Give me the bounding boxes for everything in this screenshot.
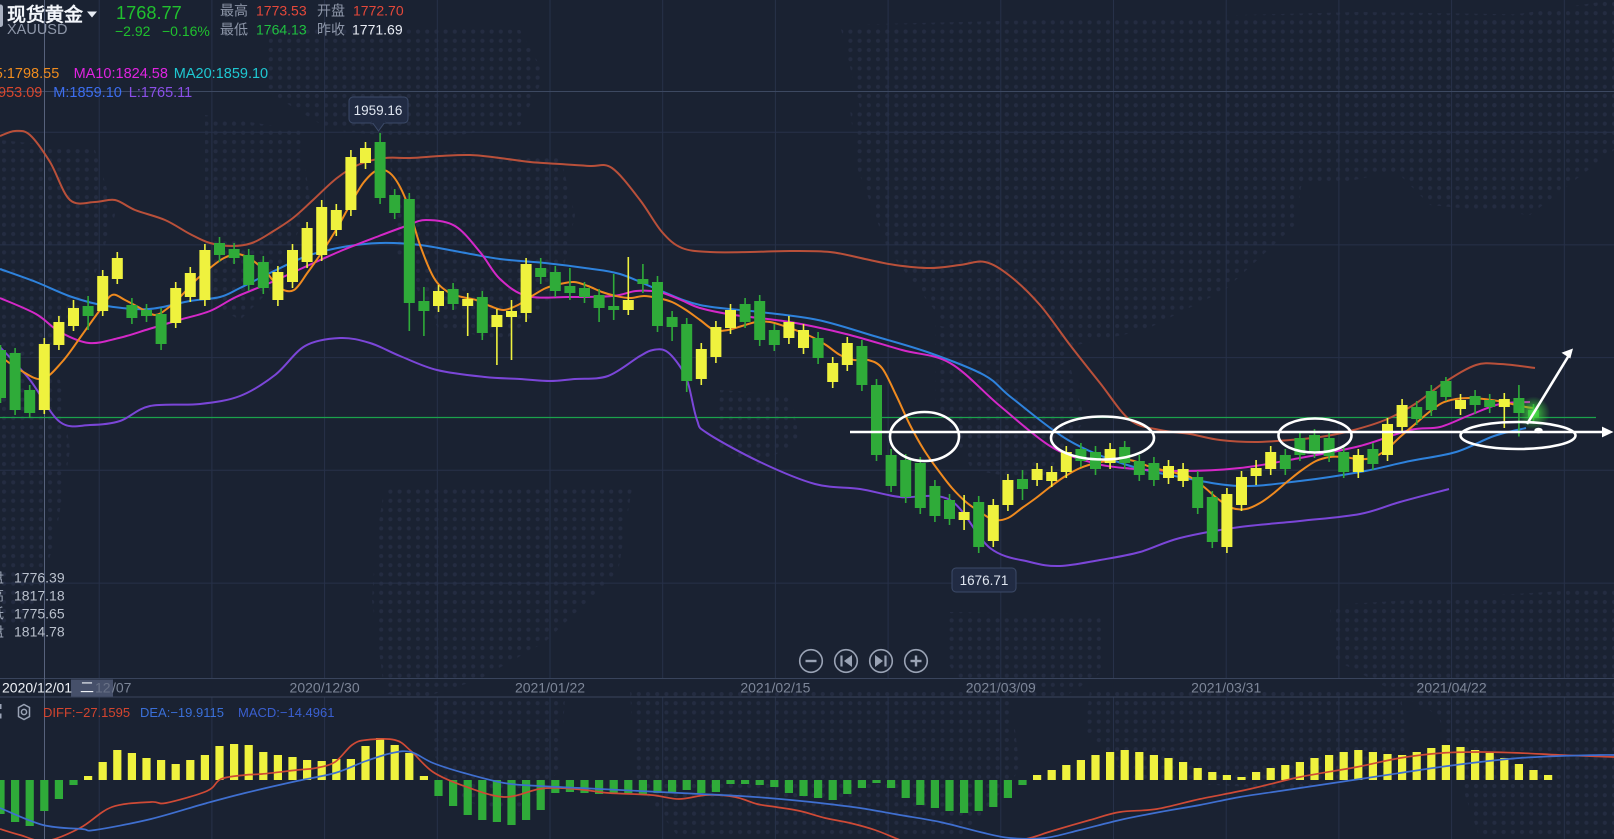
- svg-text:MA10:1824.58: MA10:1824.58: [74, 66, 168, 82]
- svg-text:开盘: 开盘: [317, 3, 345, 19]
- svg-text:1814.78: 1814.78: [14, 624, 65, 640]
- svg-text:1959.16: 1959.16: [354, 103, 403, 118]
- svg-text:2020/12/30: 2020/12/30: [290, 680, 360, 696]
- svg-text:二: 二: [80, 680, 94, 696]
- svg-text:MACD:−14.4961: MACD:−14.4961: [238, 705, 334, 720]
- svg-text:1776.39: 1776.39: [14, 570, 65, 586]
- svg-text:−2.92: −2.92: [115, 23, 151, 39]
- svg-text:1773.53: 1773.53: [256, 3, 307, 19]
- svg-text:低: 低: [0, 606, 4, 622]
- svg-text:1764.13: 1764.13: [256, 22, 307, 38]
- svg-text:XAUUSD: XAUUSD: [7, 22, 67, 38]
- svg-text:盘: 盘: [0, 624, 4, 640]
- svg-text:953.09: 953.09: [0, 85, 42, 101]
- svg-text:DIFF:−27.1595: DIFF:−27.1595: [43, 705, 130, 720]
- svg-text:最高: 最高: [220, 3, 248, 19]
- svg-text:2021/01/22: 2021/01/22: [515, 680, 585, 696]
- svg-text:2021/03/31: 2021/03/31: [1191, 680, 1261, 696]
- svg-text:最低: 最低: [220, 22, 248, 38]
- svg-text:−0.16%: −0.16%: [162, 23, 210, 39]
- svg-text:盘: 盘: [0, 570, 4, 586]
- svg-text:1772.70: 1772.70: [353, 3, 404, 19]
- svg-text:12: 12: [95, 680, 111, 696]
- svg-text:2021/03/09: 2021/03/09: [966, 680, 1036, 696]
- svg-text:DEA:−19.9115: DEA:−19.9115: [140, 705, 224, 720]
- svg-text:MA5:1798.55: MA5:1798.55: [0, 66, 59, 82]
- svg-text:/07: /07: [112, 680, 132, 696]
- svg-text:2021/02/15: 2021/02/15: [740, 680, 810, 696]
- svg-text:1817.18: 1817.18: [14, 588, 65, 604]
- svg-text:2020/12/01: 2020/12/01: [2, 680, 72, 696]
- svg-text:现货黄金: 现货黄金: [7, 3, 84, 26]
- svg-text:M:1859.10: M:1859.10: [53, 85, 122, 101]
- svg-text:L:1765.11: L:1765.11: [129, 85, 192, 101]
- svg-text:2021/04/22: 2021/04/22: [1417, 680, 1487, 696]
- svg-text:1768.77: 1768.77: [116, 3, 182, 23]
- svg-text:昨收: 昨收: [317, 22, 345, 38]
- svg-text:1775.65: 1775.65: [14, 606, 65, 622]
- svg-text:1676.71: 1676.71: [960, 573, 1009, 588]
- svg-text:1771.69: 1771.69: [352, 22, 403, 38]
- svg-text:高: 高: [0, 588, 4, 604]
- svg-text:MA20:1859.10: MA20:1859.10: [174, 66, 268, 82]
